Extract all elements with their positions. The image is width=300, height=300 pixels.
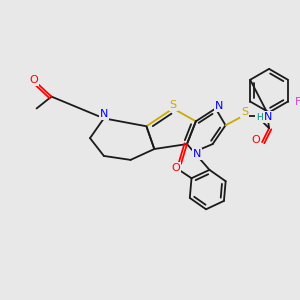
Text: O: O [252, 135, 261, 145]
Text: H: H [256, 113, 262, 122]
Text: S: S [241, 107, 248, 117]
Text: N: N [100, 110, 108, 119]
Text: F: F [295, 97, 300, 106]
Text: N: N [264, 112, 272, 122]
Text: S: S [169, 100, 177, 110]
Text: O: O [29, 75, 38, 85]
Text: O: O [172, 163, 180, 173]
Text: N: N [214, 101, 223, 112]
Text: N: N [193, 149, 201, 159]
